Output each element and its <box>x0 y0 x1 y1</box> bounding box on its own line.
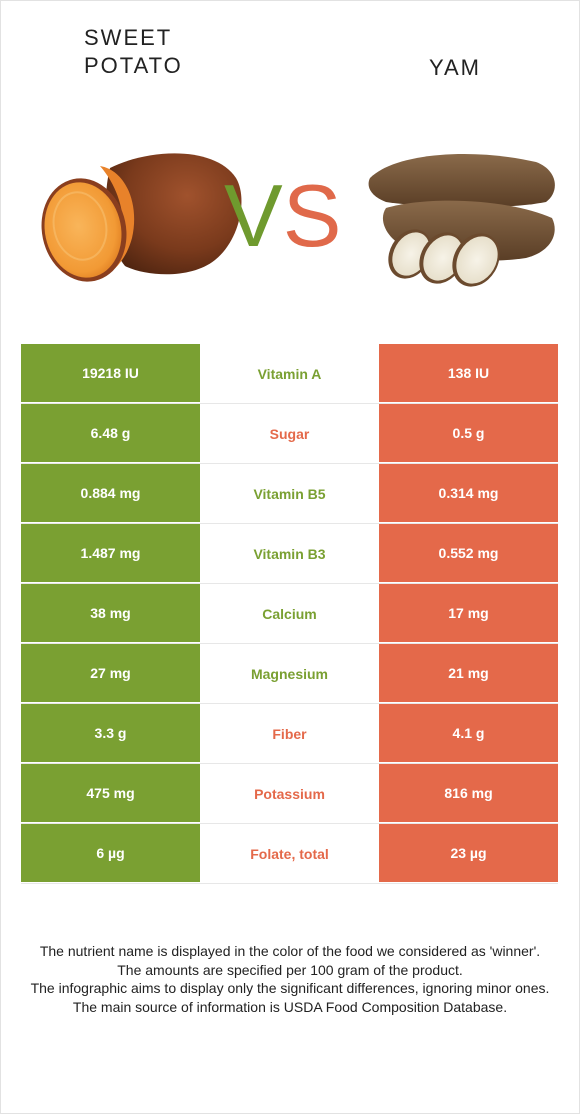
table-row: 38 mg Calcium 17 mg <box>21 584 558 644</box>
right-value: 816 mg <box>379 764 558 823</box>
left-value: 1.487 mg <box>21 524 200 583</box>
right-value: 0.552 mg <box>379 524 558 583</box>
left-value: 27 mg <box>21 644 200 703</box>
right-value: 4.1 g <box>379 704 558 763</box>
nutrient-name: Vitamin B3 <box>200 524 379 583</box>
table-row: 0.884 mg Vitamin B5 0.314 mg <box>21 464 558 524</box>
nutrient-name: Calcium <box>200 584 379 643</box>
nutrient-name: Folate, total <box>200 824 379 883</box>
vs-letter-s: S <box>282 166 342 265</box>
food-title-left-line2: POTATO <box>84 53 183 78</box>
nutrient-name: Sugar <box>200 404 379 463</box>
left-value: 0.884 mg <box>21 464 200 523</box>
table-row: 1.487 mg Vitamin B3 0.552 mg <box>21 524 558 584</box>
vs-label: VS <box>224 166 341 266</box>
table-row: 475 mg Potassium 816 mg <box>21 764 558 824</box>
vs-letter-v: V <box>224 166 283 265</box>
table-row: 3.3 g Fiber 4.1 g <box>21 704 558 764</box>
left-value: 19218 IU <box>21 344 200 403</box>
right-value: 23 µg <box>379 824 558 883</box>
footnote-amounts: The amounts are specified per 100 gram o… <box>117 961 463 978</box>
table-row: 27 mg Magnesium 21 mg <box>21 644 558 704</box>
left-value: 475 mg <box>21 764 200 823</box>
footnote-winner: The nutrient name is displayed in the co… <box>39 943 541 959</box>
nutrient-name: Fiber <box>200 704 379 763</box>
right-value: 138 IU <box>379 344 558 403</box>
food-title-left: SWEET POTATO <box>84 24 204 80</box>
left-value: 6.48 g <box>21 404 200 463</box>
nutrient-name: Potassium <box>200 764 379 823</box>
footnote-scope: The infographic aims to display only the… <box>30 980 550 996</box>
footnotes: The nutrient name is displayed in the co… <box>20 942 560 1016</box>
left-value: 3.3 g <box>21 704 200 763</box>
right-value: 0.314 mg <box>379 464 558 523</box>
right-value: 21 mg <box>379 644 558 703</box>
left-value: 38 mg <box>21 584 200 643</box>
right-value: 17 mg <box>379 584 558 643</box>
right-value: 0.5 g <box>379 404 558 463</box>
table-row: 6.48 g Sugar 0.5 g <box>21 404 558 464</box>
food-title-right: YAM <box>428 55 482 80</box>
table-row: 19218 IU Vitamin A 138 IU <box>21 344 558 404</box>
food-title-left-line1: SWEET <box>84 25 173 50</box>
nutrient-name: Magnesium <box>200 644 379 703</box>
yam-image <box>368 154 555 287</box>
table-row: 6 µg Folate, total 23 µg <box>21 824 558 884</box>
footnote-source: The main source of information is USDA F… <box>72 998 508 1015</box>
sweet-potato-image <box>41 153 242 282</box>
nutrient-name: Vitamin A <box>200 344 379 403</box>
left-value: 6 µg <box>21 824 200 883</box>
nutrient-name: Vitamin B5 <box>200 464 379 523</box>
